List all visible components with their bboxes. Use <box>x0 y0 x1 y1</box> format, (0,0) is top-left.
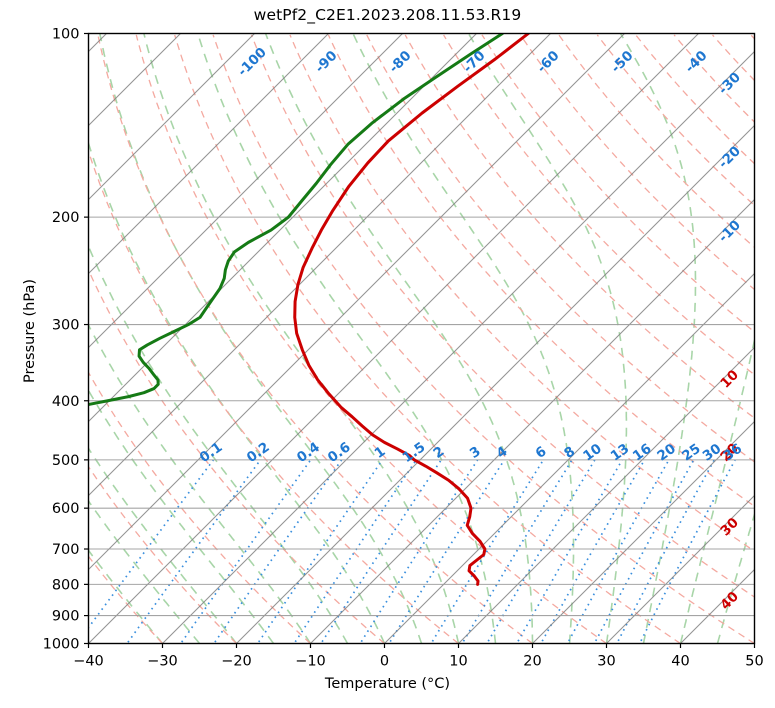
x-tick-label: −40 <box>73 654 104 670</box>
dry-adiabat-line <box>443 34 755 376</box>
dewpoint-line <box>88 33 504 407</box>
moist-adiabat-lines <box>88 33 755 644</box>
isotherm-line <box>236 124 755 644</box>
x-tick-label: 0 <box>380 654 389 670</box>
mixing-ratio-line <box>212 459 343 644</box>
mixing-ratio-line <box>126 459 262 644</box>
moist-adiabat-line <box>88 446 238 644</box>
y-tick-label: 200 <box>52 210 80 226</box>
moist-adiabat-line <box>88 499 201 644</box>
moist-adiabat-line <box>264 33 534 644</box>
isotherm-line <box>384 272 755 644</box>
axis-ticks: −40 −30 −20 −10 0 10 20 30 40 50 1000 900 800 700 600 5… <box>43 27 764 670</box>
mixing-ratio-line <box>461 459 573 644</box>
mixing-ratio-lines <box>88 459 736 644</box>
x-tick-label: 30 <box>597 654 615 670</box>
moist-adiabat-line <box>352 33 575 644</box>
isobar-gridlines <box>88 33 755 644</box>
dry-adiabat-line <box>712 34 755 82</box>
x-tick-label: 20 <box>523 654 541 670</box>
dry-adiabat-line <box>88 465 237 644</box>
plot-area-fill <box>88 33 755 644</box>
x-tick-label: −30 <box>147 654 178 670</box>
y-tick-label: 800 <box>52 577 80 593</box>
x-tick-label: −20 <box>221 654 252 670</box>
isotherm-line <box>88 33 255 201</box>
x-tick-label: 40 <box>671 654 689 670</box>
isotherm-line <box>458 346 755 644</box>
dry-adiabat-line <box>366 34 755 463</box>
mixing-ratio-line <box>256 459 384 644</box>
dry-adiabat-lines <box>88 34 755 644</box>
dry-adiabat-line <box>289 34 755 552</box>
mixing-ratio-line <box>319 459 442 644</box>
dry-adiabat-line <box>558 34 755 249</box>
isotherm-line <box>88 33 403 349</box>
dry-adiabat-line <box>135 34 607 644</box>
moist-adiabat-line <box>619 33 697 644</box>
isotherm-line <box>88 33 699 644</box>
moist-adiabat-line <box>88 140 386 644</box>
x-axis-title: Temperature (°C) <box>324 676 451 692</box>
page-title: wetPf2_C2E1.2023.208.11.53.R19 <box>253 6 522 24</box>
dry-adiabat-line <box>212 34 755 644</box>
isotherm-line <box>532 420 755 644</box>
moist-adiabat-line <box>88 549 164 644</box>
dry-adiabat-line <box>97 34 533 644</box>
axes-frame <box>87 32 756 645</box>
y-tick-label: 1000 <box>43 637 80 653</box>
y-tick-label: 500 <box>52 453 80 469</box>
isotherm-line <box>88 33 329 275</box>
mixing-ratio-line <box>540 459 646 644</box>
dry-adiabat-line <box>250 34 755 598</box>
mixing-ratio-line <box>359 459 479 644</box>
mixing-ratio-line <box>88 459 215 630</box>
dewpoint-profile <box>88 33 504 407</box>
dry-adiabat-line <box>519 34 755 291</box>
y-tick-label: 600 <box>52 501 80 517</box>
dry-adiabat-line <box>88 268 385 644</box>
isotherm-line <box>88 33 551 497</box>
y-tick-label: 300 <box>52 318 80 334</box>
moist-adiabat-line <box>467 33 628 644</box>
isotherm-line <box>606 494 755 644</box>
x-tick-label: 10 <box>449 654 467 670</box>
y-tick-label: 100 <box>52 27 80 43</box>
y-tick-label: 700 <box>52 542 80 558</box>
mixing-ratio-line <box>515 459 624 644</box>
dry-adiabat-line <box>174 34 681 644</box>
moist-adiabat-line <box>88 244 349 644</box>
dry-adiabat-line <box>481 34 755 333</box>
isotherm-line <box>162 50 755 644</box>
temperature-profile <box>293 33 530 586</box>
isotherm-line <box>310 198 755 644</box>
x-tick-label: −10 <box>295 654 326 670</box>
y-tick-label: 400 <box>52 394 80 410</box>
moist-adiabat-line <box>88 389 275 644</box>
isotherm-line <box>754 642 755 644</box>
isotherm-line <box>88 33 625 571</box>
mixing-ratio-line <box>430 459 545 644</box>
mixing-ratio-line <box>179 459 312 644</box>
isotherm-lines <box>88 33 755 644</box>
isotherm-line <box>88 33 477 423</box>
x-tick-label: 50 <box>745 654 763 670</box>
plot-frame <box>87 32 756 645</box>
plot-background <box>88 33 755 644</box>
y-tick-label: 900 <box>52 609 80 625</box>
moist-adiabat-line <box>753 640 755 644</box>
temperature-line <box>293 33 530 586</box>
dry-adiabat-line <box>404 34 755 419</box>
moist-adiabat-line <box>679 336 755 644</box>
